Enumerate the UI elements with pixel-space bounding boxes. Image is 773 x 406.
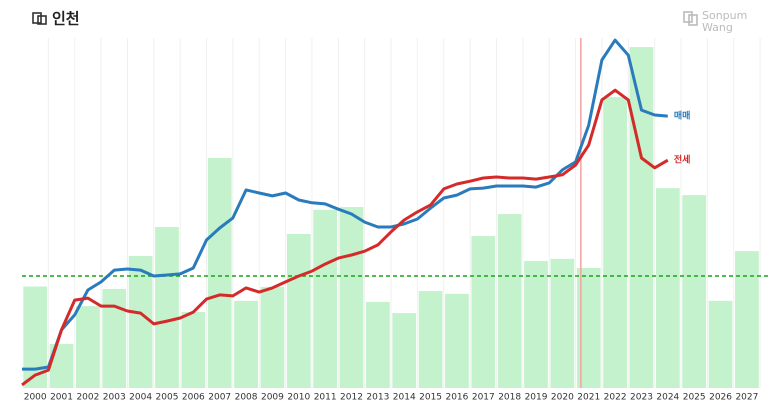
- x-tick-label: 2014: [393, 393, 416, 403]
- bar: [682, 195, 707, 388]
- x-tick-label: 2013: [366, 393, 389, 403]
- bar: [339, 207, 364, 388]
- bar: [418, 291, 443, 388]
- bar: [392, 313, 417, 388]
- line-series: [22, 38, 668, 371]
- x-tick-label: 2000: [24, 393, 47, 403]
- brand-text: Wang: [702, 21, 733, 34]
- brand-text: Sonpum: [702, 9, 747, 22]
- series-label: 전세: [674, 154, 691, 166]
- bar: [629, 47, 654, 388]
- bar: [497, 214, 522, 388]
- x-tick-label: 2002: [76, 393, 99, 403]
- x-tick-label: 2004: [129, 393, 152, 403]
- x-tick-label: 2024: [656, 393, 679, 403]
- bar: [286, 234, 311, 388]
- bar: [128, 256, 153, 388]
- bar: [23, 286, 48, 388]
- bar: [735, 251, 759, 388]
- chart-title: 인천: [52, 10, 80, 28]
- bar: [155, 227, 179, 388]
- x-tick-label: 2016: [445, 393, 468, 403]
- bar: [102, 288, 127, 388]
- bar: [76, 306, 100, 388]
- bar: [181, 312, 206, 388]
- x-tick-label: 2007: [208, 393, 231, 403]
- x-tick-label: 2006: [182, 393, 205, 403]
- x-tick-label: 2019: [525, 393, 548, 403]
- line-series: [21, 88, 669, 387]
- bar: [313, 209, 338, 388]
- x-tick-label: 2022: [604, 393, 627, 403]
- x-tick-label: 2011: [314, 393, 337, 403]
- x-tick-label: 2009: [261, 393, 284, 403]
- x-tick-label: 2008: [235, 393, 258, 403]
- x-tick-label: 2023: [630, 393, 653, 403]
- x-tick-label: 2003: [103, 393, 126, 403]
- bar: [366, 301, 390, 388]
- x-tick-label: 2025: [683, 393, 706, 403]
- x-tick-label: 2001: [50, 393, 73, 403]
- x-tick-label: 2017: [472, 393, 495, 403]
- bar: [550, 258, 575, 388]
- x-tick-label: 2015: [419, 393, 442, 403]
- x-tick-label: 2020: [551, 393, 574, 403]
- bar: [445, 293, 469, 388]
- x-tick-label: 2021: [577, 393, 600, 403]
- x-tick-label: 2018: [498, 393, 521, 403]
- x-tick-label: 2026: [709, 393, 732, 403]
- x-tick-label: 2010: [287, 393, 310, 403]
- title-icon: [32, 12, 47, 25]
- x-tick-label: 2012: [340, 393, 363, 403]
- bar: [260, 286, 285, 388]
- x-tick-label: 2005: [156, 393, 179, 403]
- bar: [524, 260, 548, 388]
- bar: [655, 188, 680, 388]
- bar: [708, 300, 733, 388]
- bar: [471, 236, 496, 388]
- bar: [207, 158, 232, 388]
- bar: [576, 267, 601, 388]
- x-tick-label: 2027: [735, 393, 758, 403]
- bar: [234, 300, 258, 388]
- brand-icon: [683, 11, 698, 26]
- bar: [603, 97, 627, 389]
- bar: [49, 343, 74, 388]
- series-label: 매매: [674, 110, 691, 122]
